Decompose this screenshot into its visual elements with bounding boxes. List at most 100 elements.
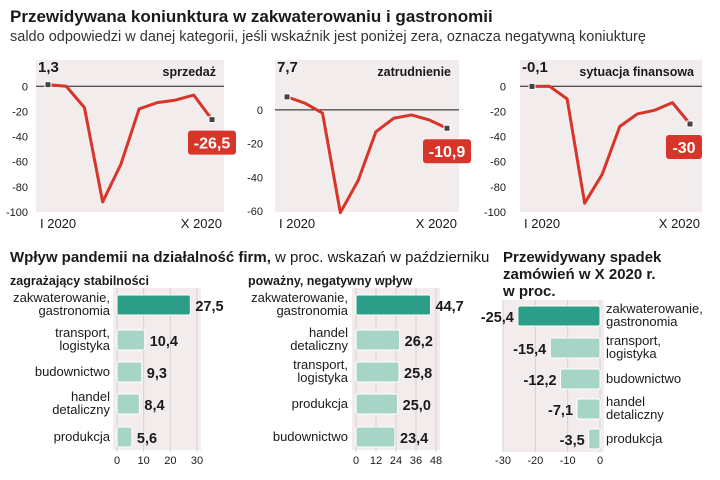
category-label: produkcja bbox=[292, 396, 349, 411]
endpoint-marker bbox=[44, 81, 52, 89]
endpoint-marker bbox=[208, 116, 216, 124]
x-end-label: X 2020 bbox=[659, 216, 700, 231]
series-line bbox=[530, 84, 692, 205]
line-chart-3: 0 -20 -40 -60 -80 -100 -0,1 sytuacja finansowa -… bbox=[484, 59, 702, 231]
data-label: 25,0 bbox=[403, 398, 431, 414]
section-title: Wpływ pandemii na działalność firm, w pr… bbox=[10, 249, 489, 266]
x-tick-label: 24 bbox=[390, 455, 402, 467]
data-label: 9,3 bbox=[147, 366, 167, 382]
endpoint-marker bbox=[686, 120, 694, 128]
y-tick-label: -80 bbox=[490, 182, 506, 194]
chart-title: sytuacja finansowa bbox=[579, 65, 695, 79]
chart-title: Przewidywany spadek zamówień w X 2020 r. w… bbox=[502, 249, 662, 300]
bar-chart-1: 0 10 20 30 zagrażający stabilności zakwaterow… bbox=[10, 274, 224, 467]
bar bbox=[116, 361, 143, 383]
section-title-note: w proc. wskazań w październiku bbox=[271, 249, 489, 266]
last-value-badge bbox=[666, 135, 702, 159]
last-value-label: -30 bbox=[672, 140, 695, 157]
first-value-label: -0,1 bbox=[522, 59, 548, 76]
chart-title: zagrażający stabilności bbox=[10, 274, 149, 288]
bar bbox=[560, 368, 601, 390]
y-tick-label: 0 bbox=[257, 105, 263, 117]
category-label: transport, logistyka bbox=[55, 325, 111, 353]
bar bbox=[116, 393, 140, 415]
y-tick-label: -60 bbox=[490, 157, 506, 169]
y-tick-label: 0 bbox=[500, 81, 506, 93]
x-tick-label: 12 bbox=[370, 455, 382, 467]
category-label: zakwaterowanie, gastronomia bbox=[251, 290, 349, 318]
category-label: zakwaterowanie, gastronomia bbox=[13, 290, 111, 318]
data-label: 8,4 bbox=[144, 398, 164, 414]
x-tick-label: 20 bbox=[164, 455, 176, 467]
x-end-label: X 2020 bbox=[181, 216, 222, 231]
bar bbox=[116, 294, 191, 316]
x-start-label: I 2020 bbox=[524, 216, 560, 231]
data-label: 44,7 bbox=[436, 299, 464, 315]
category-label: handel detaliczny bbox=[52, 389, 110, 417]
last-value-label: -26,5 bbox=[194, 136, 231, 153]
data-label: 26,2 bbox=[405, 334, 433, 350]
data-label: -15,4 bbox=[513, 342, 546, 358]
endpoint-marker bbox=[283, 93, 291, 101]
category-label: budownictwo bbox=[606, 371, 681, 386]
y-tick-label: -60 bbox=[247, 206, 263, 218]
x-tick-label: 0 bbox=[353, 455, 359, 467]
line-chart-2: 0 -20 -40 -60 7,7 zatrudnienie -10,9 I 2020 X 20… bbox=[247, 59, 471, 231]
first-value-label: 7,7 bbox=[277, 59, 298, 76]
x-start-label: I 2020 bbox=[279, 216, 315, 231]
x-tick-label: -10 bbox=[560, 455, 576, 467]
category-label: budownictwo bbox=[273, 429, 348, 444]
last-value-badge bbox=[423, 139, 471, 164]
bar bbox=[355, 329, 401, 351]
x-tick-label: 0 bbox=[114, 455, 120, 467]
last-value-badge bbox=[188, 130, 236, 155]
chart-title: sprzedaż bbox=[163, 65, 217, 79]
category-label: produkcja bbox=[54, 429, 111, 444]
category-label: transport, logistyka bbox=[293, 357, 349, 385]
category-label: handel detaliczny bbox=[290, 325, 348, 353]
endpoint-marker bbox=[443, 124, 451, 132]
data-label: 10,4 bbox=[150, 334, 178, 350]
first-value-label: 1,3 bbox=[38, 59, 59, 76]
x-tick-label: -30 bbox=[495, 455, 511, 467]
bar bbox=[355, 426, 396, 448]
bar bbox=[116, 426, 133, 448]
data-label: 27,5 bbox=[195, 299, 223, 315]
x-tick-label: 30 bbox=[191, 455, 203, 467]
bar bbox=[588, 428, 601, 450]
series-line bbox=[46, 83, 214, 204]
x-tick-label: 36 bbox=[410, 455, 422, 467]
y-tick-label: -20 bbox=[247, 139, 263, 151]
last-value-label: -10,9 bbox=[429, 144, 466, 161]
bar bbox=[576, 398, 601, 420]
y-tick-label: -40 bbox=[247, 172, 263, 184]
category-label: transport, logistyka bbox=[606, 333, 661, 361]
data-label: 25,8 bbox=[404, 366, 432, 382]
y-tick-label: 0 bbox=[22, 81, 28, 93]
series-line bbox=[285, 95, 449, 215]
chart-title: zatrudnienie bbox=[377, 65, 451, 79]
bar bbox=[355, 393, 399, 415]
category-label: produkcja bbox=[606, 431, 663, 446]
y-tick-label: -20 bbox=[490, 106, 506, 118]
bar bbox=[116, 329, 146, 351]
data-label: -7,1 bbox=[548, 403, 573, 419]
x-tick-label: 0 bbox=[597, 455, 603, 467]
x-tick-label: -20 bbox=[527, 455, 543, 467]
x-tick-label: 10 bbox=[138, 455, 150, 467]
category-label: zakwaterowanie, gastronomia bbox=[606, 301, 703, 329]
y-tick-label: -20 bbox=[12, 106, 28, 118]
data-label: 5,6 bbox=[137, 431, 157, 447]
bar-chart-2: 0 12 24 36 48 poważny, negatywny wpływ zakwate… bbox=[248, 274, 464, 467]
y-tick-label: -40 bbox=[490, 132, 506, 144]
page-subtitle: saldo odpowiedzi w danej kategorii, jeśl… bbox=[10, 29, 646, 45]
line-chart-1: 0 -20 -40 -60 -80 -100 1,3 sprzedaż -26,5 I 2020 X… bbox=[6, 59, 236, 231]
bar bbox=[355, 294, 431, 316]
x-end-label: X 2020 bbox=[416, 216, 457, 231]
bar bbox=[355, 361, 400, 383]
data-label: -12,2 bbox=[523, 373, 556, 389]
chart-title: poważny, negatywny wpływ bbox=[248, 274, 413, 288]
data-label: 23,4 bbox=[400, 431, 428, 447]
